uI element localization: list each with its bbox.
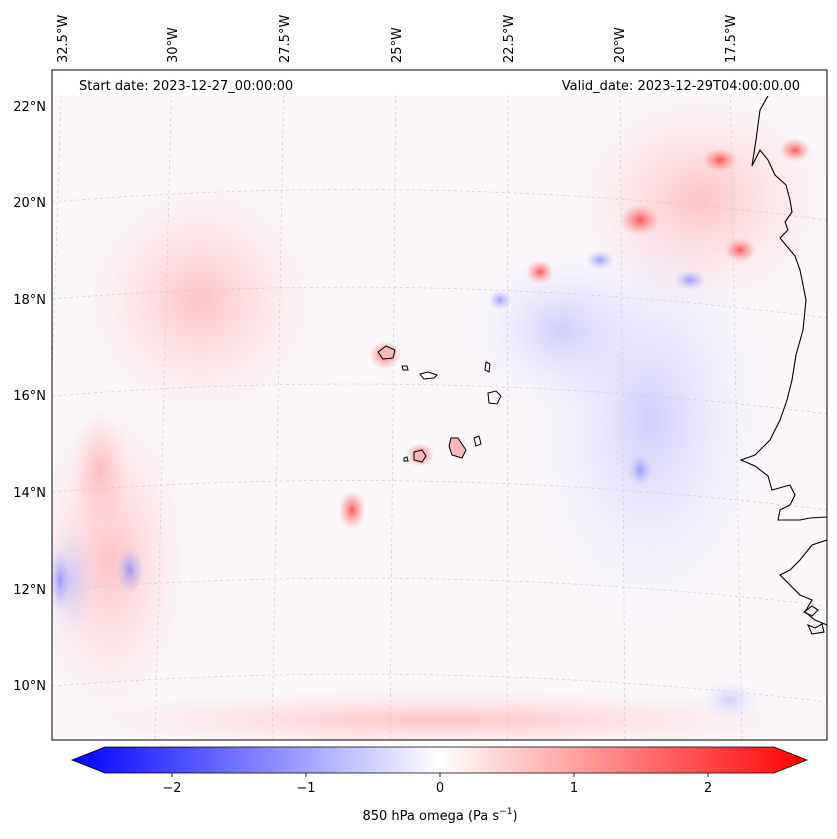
lon-label: 20°W xyxy=(613,27,628,63)
africa-coastline xyxy=(739,95,827,521)
coastline xyxy=(739,95,827,635)
colorbar: −2 −1 0 1 2 850 hPa omega (Pa s−1) xyxy=(70,746,809,824)
header-band xyxy=(52,70,827,96)
island-boa-vista xyxy=(487,390,502,405)
colorbar-tick-label: −2 xyxy=(162,781,181,796)
island-maio xyxy=(473,435,482,447)
valid-date-label: Valid_date: 2023-12-29T04:00:00.00 xyxy=(562,79,800,94)
lat-label: 12°N xyxy=(13,583,46,598)
longitude-labels: 32.5°W 30°W 27.5°W 25°W 22.5°W 20°W 17.5… xyxy=(56,15,739,63)
lat-label: 22°N xyxy=(13,100,46,115)
lon-label: 22.5°W xyxy=(502,15,517,63)
colorbar-title: 850 hPa omega (Pa s−1) xyxy=(362,807,517,824)
colorbar-tick-label: −1 xyxy=(296,781,315,796)
island-fogo xyxy=(413,449,427,463)
lon-label: 30°W xyxy=(166,27,181,63)
lat-label: 14°N xyxy=(13,486,46,501)
start-date-label: Start date: 2023-12-27_00:00:00 xyxy=(79,79,293,94)
guinea-bissau-islands xyxy=(802,605,825,635)
island-santiago xyxy=(448,437,467,459)
latitude-labels: 22°N 20°N 18°N 16°N 14°N 12°N 10°N xyxy=(13,100,46,694)
island-brava xyxy=(403,456,409,462)
island-sao-vicente xyxy=(401,365,409,371)
lon-label: 17.5°W xyxy=(724,15,739,63)
lon-label: 27.5°W xyxy=(278,15,293,63)
cape-verde-islands xyxy=(377,345,502,463)
lat-label: 16°N xyxy=(13,389,46,404)
island-sao-nicolau xyxy=(419,371,438,380)
lat-label: 20°N xyxy=(13,196,46,211)
island-sal xyxy=(484,361,491,373)
colorbar-tick-label: 0 xyxy=(436,781,444,796)
lon-label: 32.5°W xyxy=(56,15,71,63)
colorbar-tick-label: 2 xyxy=(704,781,712,796)
lon-label: 25°W xyxy=(390,27,405,63)
omega-field xyxy=(52,90,827,740)
colorbar-tick-label: 1 xyxy=(570,781,578,796)
colorbar-body xyxy=(70,746,809,774)
lat-label: 18°N xyxy=(13,293,46,308)
island-santo-antao xyxy=(377,345,396,360)
map-frame xyxy=(51,69,828,741)
map-panel: Start date: 2023-12-27_00:00:00 Valid_da… xyxy=(51,69,828,741)
lat-label: 10°N xyxy=(13,679,46,694)
